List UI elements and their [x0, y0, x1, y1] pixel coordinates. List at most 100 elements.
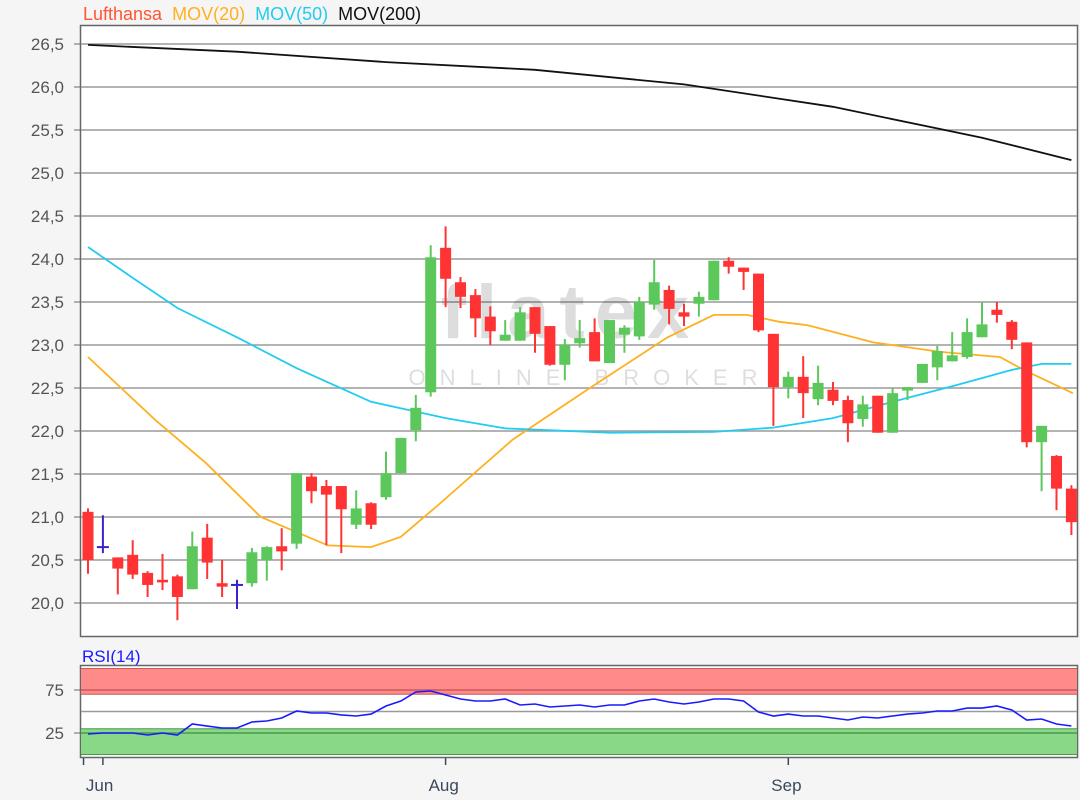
candle	[201, 523, 213, 579]
ma-line-mov200	[87, 44, 1072, 161]
candle	[291, 473, 303, 549]
candle-body	[857, 404, 869, 419]
candle-body	[708, 260, 720, 301]
candle-body	[782, 376, 794, 388]
candle	[857, 395, 869, 427]
candle-body	[276, 546, 288, 552]
candle-body	[529, 307, 541, 334]
candle	[961, 318, 973, 359]
candle	[827, 381, 839, 406]
candle	[306, 473, 317, 504]
candle-body	[559, 345, 571, 365]
candle-body	[589, 332, 601, 362]
candle	[246, 547, 258, 587]
y-tick-label: 24,0	[31, 250, 64, 269]
candle	[991, 302, 1003, 323]
candle	[544, 326, 556, 366]
legend-lufthansa: Lufthansa	[83, 4, 163, 24]
y-tick-label: 25,0	[31, 164, 64, 183]
candle	[276, 528, 288, 571]
candle	[708, 260, 720, 301]
candle	[157, 553, 168, 591]
candle-body	[931, 351, 943, 368]
candle-body	[186, 546, 198, 590]
candle	[797, 356, 809, 419]
candle-body	[425, 257, 437, 393]
candle-body	[648, 282, 660, 305]
candle	[693, 291, 705, 317]
candle	[723, 257, 735, 274]
rsi-line-group	[87, 690, 1072, 736]
candle	[499, 320, 511, 341]
candle-body	[112, 557, 124, 569]
rsi-line	[87, 690, 1072, 736]
candle-body	[738, 267, 750, 272]
candle	[931, 345, 943, 381]
candle-body	[633, 302, 645, 337]
candle	[782, 371, 794, 399]
candle	[633, 296, 645, 340]
candle-body	[693, 296, 705, 304]
y-tick-label: 23,0	[31, 336, 64, 355]
candle-body	[246, 552, 258, 584]
candle-body	[604, 320, 615, 364]
candle-body	[1021, 342, 1033, 443]
candle	[514, 307, 526, 341]
svg-text:Lufthansa MOV(20): Lufthansa MOV(20) MOV(50) MOV(200)	[83, 4, 421, 24]
watermark-subtitle: ONLINE BROKER	[409, 365, 772, 390]
candle	[1006, 320, 1018, 350]
legend-mov20: MOV(20)	[172, 4, 245, 24]
candle-body	[1065, 488, 1077, 523]
candle	[380, 451, 392, 500]
candle	[469, 289, 481, 338]
legend-mov200: MOV(200)	[338, 4, 421, 24]
candle	[976, 302, 988, 338]
candle	[767, 333, 779, 426]
candle	[618, 325, 630, 353]
ma-line-mov20	[87, 314, 1074, 549]
candle-body	[171, 576, 183, 597]
candle-body	[946, 355, 958, 362]
x-tick-label-aug: Aug	[429, 776, 459, 795]
candle-body	[872, 395, 884, 433]
candle	[902, 387, 913, 401]
candle	[1036, 425, 1048, 492]
candle-body	[842, 400, 854, 424]
candle-body	[663, 289, 675, 309]
candle	[678, 303, 690, 327]
candle-body	[767, 333, 779, 388]
candle-body	[797, 376, 809, 394]
candle-body	[201, 537, 213, 563]
y-tick-label: 23,5	[31, 293, 64, 312]
candle-body	[350, 508, 362, 525]
y-tick-label: 20,0	[31, 594, 64, 613]
candle	[142, 571, 154, 597]
candle	[96, 515, 109, 554]
candle-body	[514, 312, 526, 341]
x-tick-label-sep: Sep	[771, 776, 801, 795]
legend-mov50: MOV(50)	[255, 4, 328, 24]
candle	[842, 395, 854, 443]
candle-body	[976, 324, 988, 338]
price-y-axis: 20,0 20,5 21,0 21,5 22,0 22,5 23,0 23,5 24,0 24,5…	[31, 35, 80, 613]
candle-body	[335, 486, 347, 510]
candle-body	[902, 387, 913, 391]
candle-body	[469, 295, 481, 319]
candle-body	[827, 389, 839, 401]
candle-body	[961, 332, 973, 358]
candle	[559, 338, 571, 381]
candle	[887, 388, 899, 433]
candle	[663, 285, 675, 325]
rsi-bands	[81, 668, 1077, 755]
candle	[231, 579, 243, 610]
candle-body	[455, 282, 466, 297]
candle	[395, 437, 407, 474]
candle	[425, 245, 437, 397]
candle	[812, 365, 824, 406]
candle	[440, 226, 452, 308]
candle	[589, 318, 601, 362]
candle	[1051, 455, 1062, 511]
candle-body	[127, 554, 139, 575]
candle-body	[1051, 455, 1062, 489]
chart-legend: Lufthansa MOV(20) MOV(50) MOV(200)	[83, 4, 421, 24]
